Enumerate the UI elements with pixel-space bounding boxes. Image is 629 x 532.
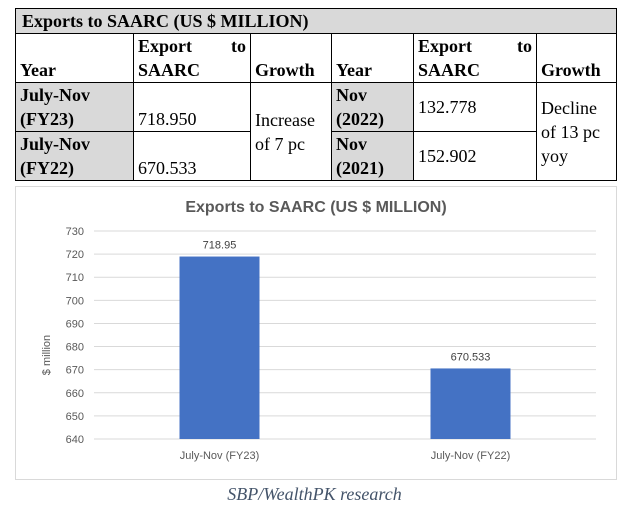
y-tick-label: 680	[66, 342, 84, 354]
left-growth-header: Growth	[250, 33, 332, 83]
data-labels: 718.95 670.533	[203, 240, 491, 364]
right-growth-text: Decline of 13 pc yoy	[541, 97, 600, 166]
chart-canvas: Exports to SAARC (US $ MILLION) 640 650 66…	[41, 199, 596, 462]
bar-value-label: 718.95	[203, 240, 237, 252]
left-row-fy23-year: July-Nov (FY23)	[15, 82, 134, 132]
left-year-header: Year	[15, 33, 134, 83]
right-year-header: Year	[331, 33, 414, 83]
exports-table: Exports to SAARC (US $ MILLION) Year Exp…	[14, 8, 618, 181]
bar-chart: Exports to SAARC (US $ MILLION) 640 650 66…	[15, 186, 617, 480]
right-growth-header: Growth	[535, 33, 618, 83]
left-growth-cell: Increase of 7 pc	[250, 82, 332, 181]
x-axis-categories: July-Nov (FY23) July-Nov (FY22)	[180, 450, 510, 462]
y-axis-ticks: 640 650 660 670 680 690 700 710 720 730	[66, 226, 84, 446]
table-title: Exports to SAARC (US $ MILLION)	[14, 8, 618, 34]
right-row-2021-year: Nov (2021)	[331, 131, 414, 181]
source-caption: SBP/WealthPK research	[227, 484, 402, 504]
y-tick-label: 730	[66, 226, 84, 238]
right-row-2021-export: 152.902	[413, 131, 537, 181]
right-growth-cell: Decline of 13 pc yoy	[535, 82, 618, 181]
y-tick-label: 720	[66, 249, 84, 261]
bar-value-label: 670.533	[451, 351, 491, 363]
left-export-header: Export to SAARC	[133, 33, 251, 83]
left-row-fy23-export: 718.950	[133, 82, 251, 132]
y-tick-label: 660	[66, 388, 84, 400]
y-tick-label: 690	[66, 318, 84, 330]
bar	[179, 256, 260, 439]
right-export-header: Export to SAARC	[413, 33, 537, 83]
y-tick-label: 640	[66, 434, 84, 446]
right-row-2022-export: 132.778	[413, 82, 537, 132]
x-category-label: July-Nov (FY22)	[431, 450, 510, 462]
y-axis-label: $ million	[41, 335, 53, 375]
gridlines	[94, 230, 596, 440]
left-row-fy22-year: July-Nov (FY22)	[15, 131, 134, 181]
x-category-label: July-Nov (FY23)	[180, 450, 259, 462]
y-tick-label: 700	[66, 295, 84, 307]
bars	[179, 256, 511, 439]
y-tick-label: 650	[66, 411, 84, 423]
left-row-fy22-export: 670.533	[133, 131, 251, 181]
bar	[430, 368, 511, 439]
chart-title: Exports to SAARC (US $ MILLION)	[185, 199, 446, 216]
y-tick-label: 710	[66, 272, 84, 284]
y-tick-label: 670	[66, 365, 84, 377]
left-growth-text: Increase of 7 pc	[255, 109, 315, 154]
right-row-2022-year: Nov (2022)	[331, 82, 414, 132]
